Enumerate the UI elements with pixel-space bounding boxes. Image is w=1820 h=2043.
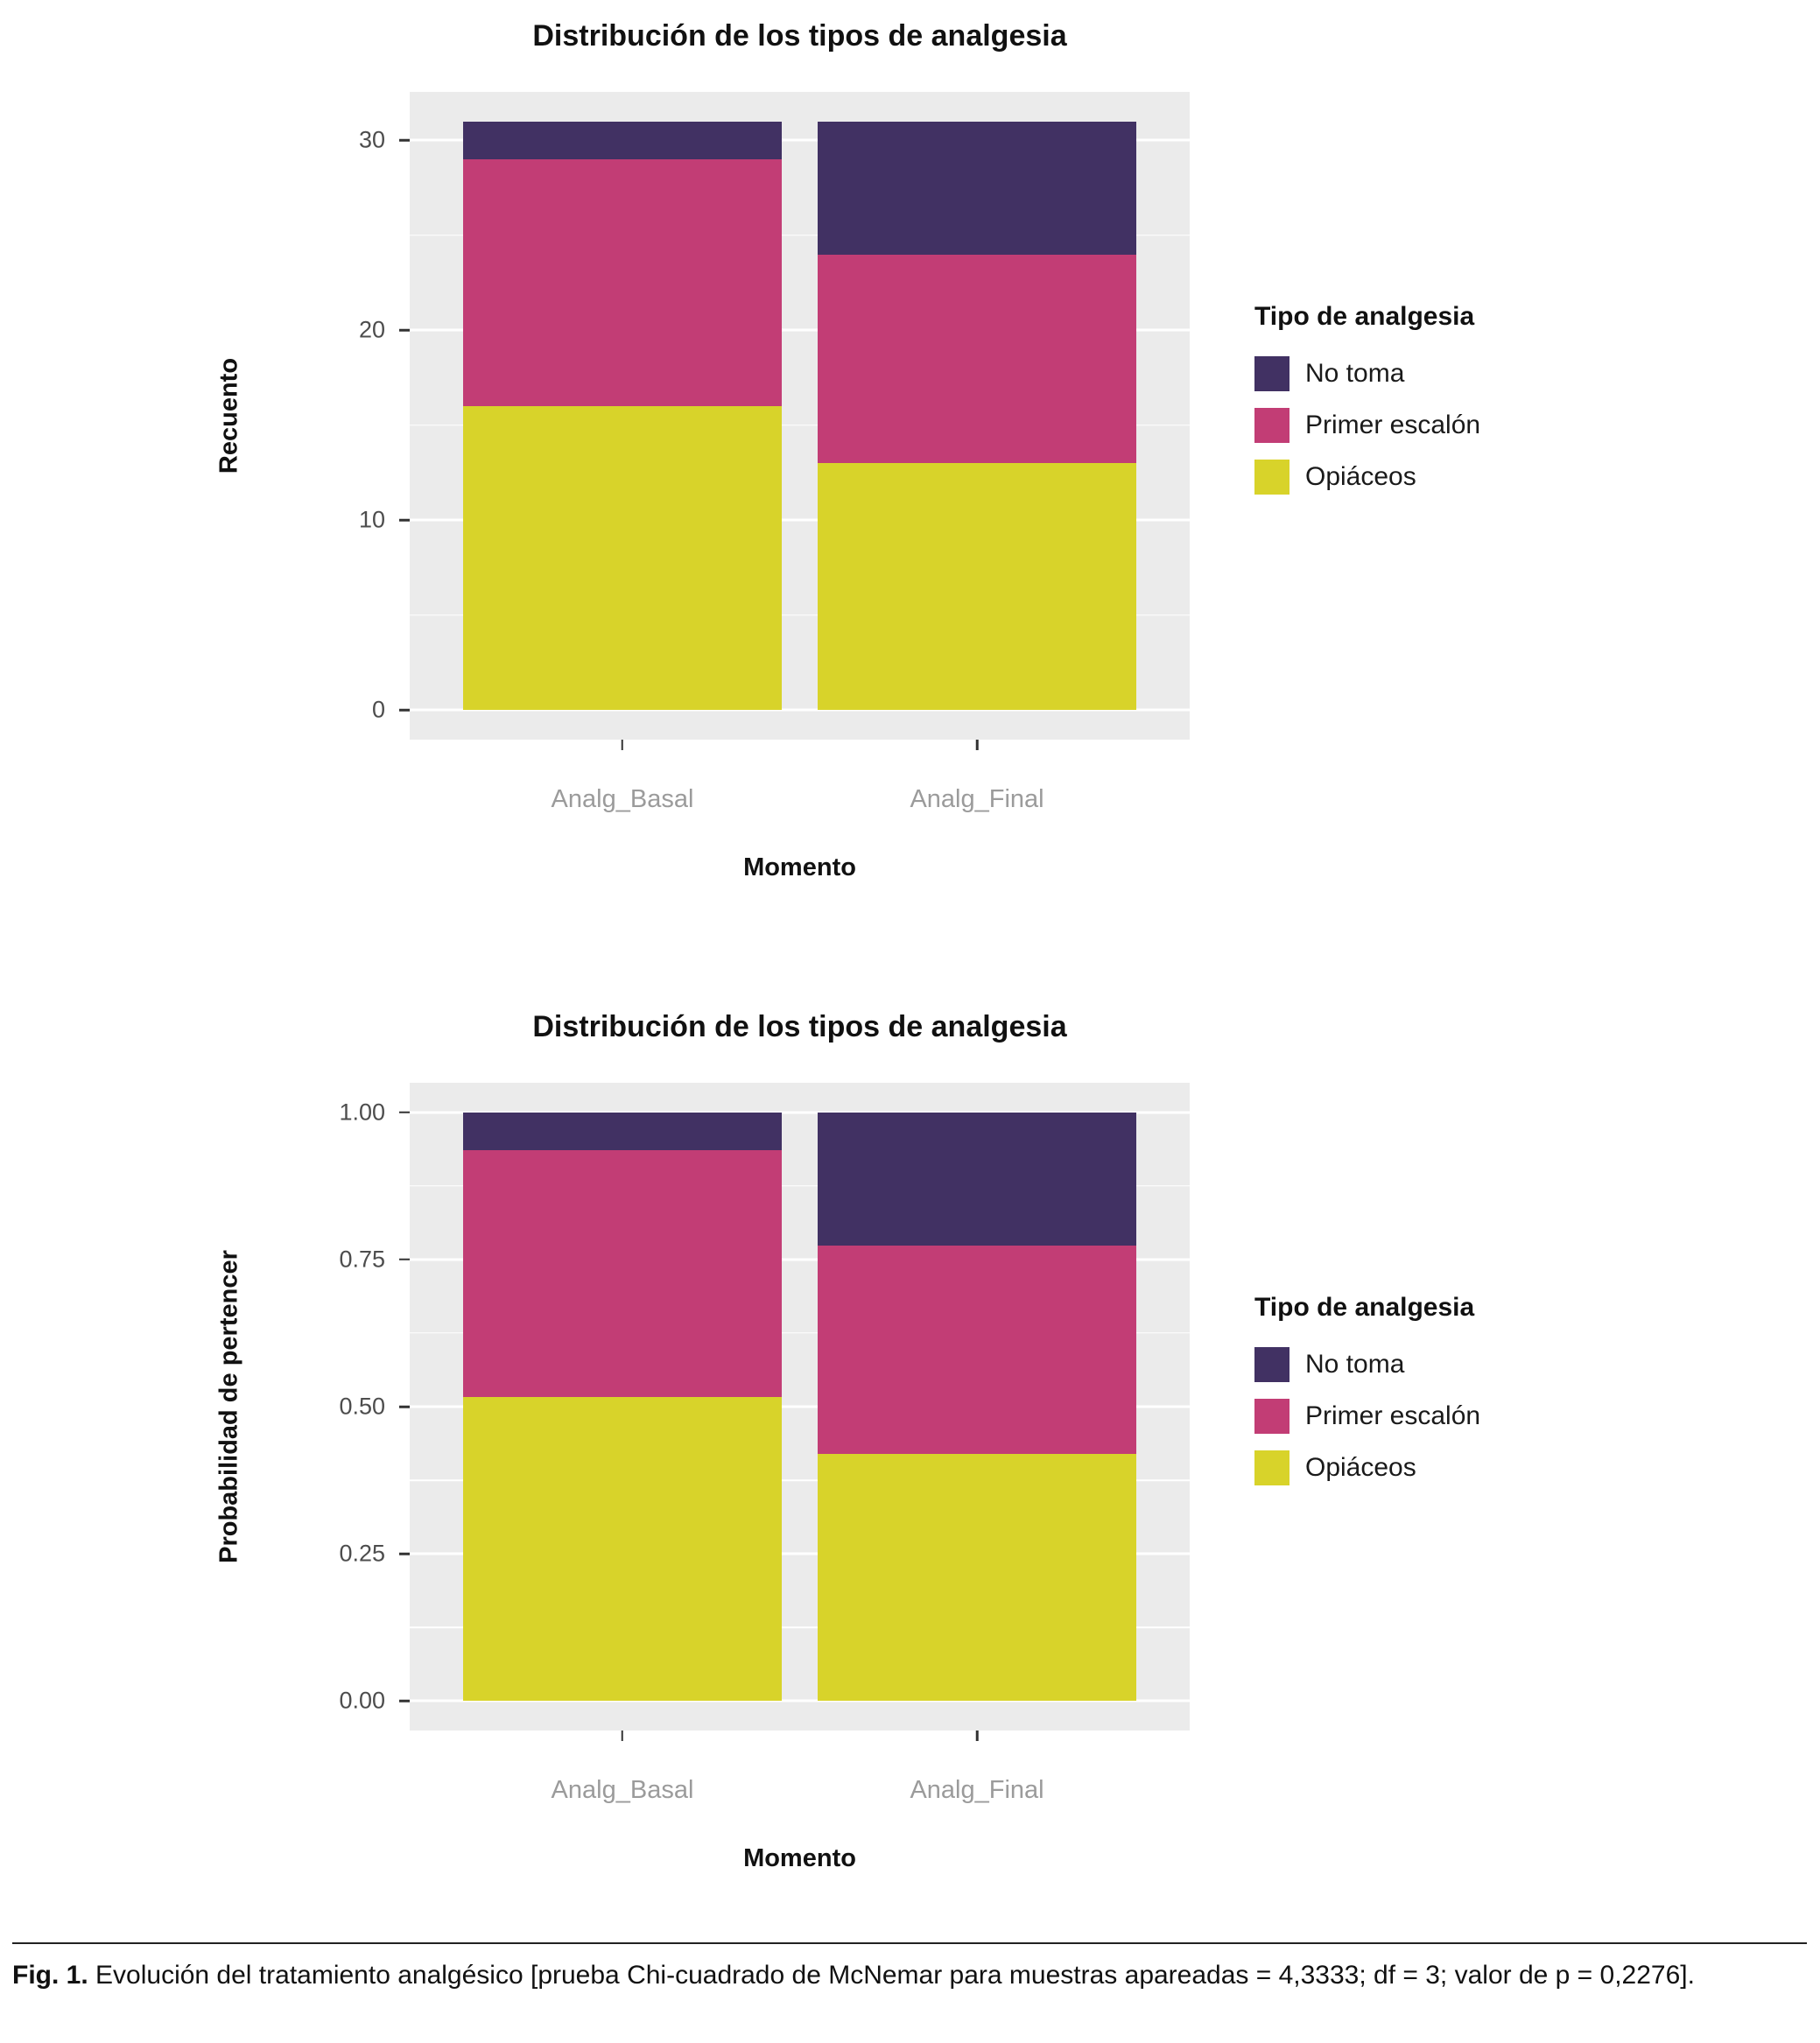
y-tick-mark [399,1258,410,1261]
x-tick-mark [621,1731,624,1741]
bar-segment-opiaceos [817,1454,1137,1702]
bar-segment-primer [462,159,783,407]
gridline-major [410,1111,1190,1114]
x-tick-label: Analg_Basal [551,1776,694,1804]
caption-divider [12,1942,1807,1944]
y-axis-ticks: 0.00 0.25 0.50 0.75 1.00 [0,1083,410,1731]
legend-key: Primer escalón [1254,408,1622,443]
legend-key: Opiáceos [1254,460,1622,495]
legend-keys: No toma Primer escalón Opiáceos [1254,1347,1622,1485]
caption-text: Evolución del tratamiento analgésico [pr… [88,1961,1695,1990]
x-tick-label: Analg_Basal [551,785,694,813]
y-tick-label: 20 [358,316,385,343]
bar-segment-opiaceos [462,406,783,711]
legend-key-label: Primer escalón [1305,411,1481,439]
x-tick-label: Analg_Final [910,1776,1044,1804]
legend-swatch-opiaceos [1254,1450,1289,1485]
gridline-major [410,1405,1190,1408]
chart-recuento: Distribución de los tipos de analgesia R… [0,0,1820,928]
caption-label: Fig. 1. [12,1961,88,1990]
y-tick-mark [399,1405,410,1408]
y-tick-label: 0.50 [339,1393,385,1420]
legend: Tipo de analgesia No toma Primer escalón O… [1254,302,1622,511]
gridline-minor [410,1332,1190,1334]
x-tick-label: Analg_Final [910,785,1044,813]
bar-segment-primer [817,1245,1137,1455]
x-axis-title: Momento [743,1844,856,1872]
y-tick-mark [399,139,410,142]
legend-key-label: No toma [1305,1350,1405,1379]
y-tick-mark [399,709,410,712]
gridline-major [410,1552,1190,1555]
bar-segment-primer [462,1150,783,1398]
legend-title: Tipo de analgesia [1254,302,1475,331]
chart-title: Distribución de los tipos de analgesia [532,19,1067,53]
legend-swatch-no_toma [1254,1347,1289,1382]
x-axis-ticks: Analg_Basal Analg_Final [410,1731,1190,1853]
legend-key-label: Opiáceos [1305,462,1416,491]
gridline-minor [410,614,1190,616]
x-axis-ticks: Analg_Basal Analg_Final [410,740,1190,862]
legend-swatch-primer [1254,408,1289,443]
plot-panel [410,92,1190,740]
gridline-major [410,328,1190,332]
bar-segment-no_toma [462,121,783,160]
legend-key: No toma [1254,1347,1622,1382]
gridline-minor [410,425,1190,426]
bar-segment-no_toma [462,1112,783,1151]
legend-swatch-no_toma [1254,356,1289,391]
gridline-minor [410,1184,1190,1187]
legend-swatch-primer [1254,1399,1289,1434]
gridline-major [410,138,1190,142]
legend-title: Tipo de analgesia [1254,1293,1475,1322]
bar-segment-primer [817,254,1137,464]
gridline-major [410,518,1190,522]
y-tick-label: 1.00 [339,1099,385,1126]
legend-keys: No toma Primer escalón Opiáceos [1254,356,1622,495]
legend-key: No toma [1254,356,1622,391]
y-tick-mark [399,1111,410,1113]
x-tick-mark [975,740,979,750]
chart-title: Distribución de los tipos de analgesia [532,1010,1067,1043]
gridline-major [410,1699,1190,1702]
bar-segment-opiaceos [817,463,1137,711]
legend-key-label: Primer escalón [1305,1401,1481,1430]
y-tick-label: 0.75 [339,1246,385,1273]
y-tick-mark [399,1552,410,1555]
gridline-major [410,708,1190,712]
x-tick-mark [621,740,624,750]
bar-segment-no_toma [817,121,1137,255]
y-tick-mark [399,329,410,332]
y-tick-mark [399,519,410,522]
chart-probabilidad: Distribución de los tipos de analgesia P… [0,991,1820,1919]
gridline-minor [410,1626,1190,1629]
legend-key-label: Opiáceos [1305,1453,1416,1482]
bar-segment-opiaceos [462,1397,783,1702]
y-tick-label: 0.00 [339,1687,385,1714]
legend: Tipo de analgesia No toma Primer escalón O… [1254,1293,1622,1502]
y-tick-mark [399,1700,410,1702]
plot-panel [410,1083,1190,1731]
legend-key: Primer escalón [1254,1399,1622,1434]
y-tick-label: 10 [358,506,385,533]
legend-swatch-opiaceos [1254,460,1289,495]
x-axis-title: Momento [743,853,856,881]
gridline-minor [410,1479,1190,1481]
y-tick-label: 0.25 [339,1540,385,1567]
gridline-major [410,1258,1190,1261]
y-tick-label: 30 [358,126,385,153]
legend-key: Opiáceos [1254,1450,1622,1485]
bar-segment-no_toma [817,1112,1137,1246]
gridline-minor [410,235,1190,236]
legend-key-label: No toma [1305,359,1405,388]
y-tick-label: 0 [371,696,385,723]
figure-caption: Fig. 1. Evolución del tratamiento analgé… [12,1957,1807,1993]
y-axis-ticks: 0 10 20 30 [0,92,410,740]
x-tick-mark [975,1731,979,1741]
